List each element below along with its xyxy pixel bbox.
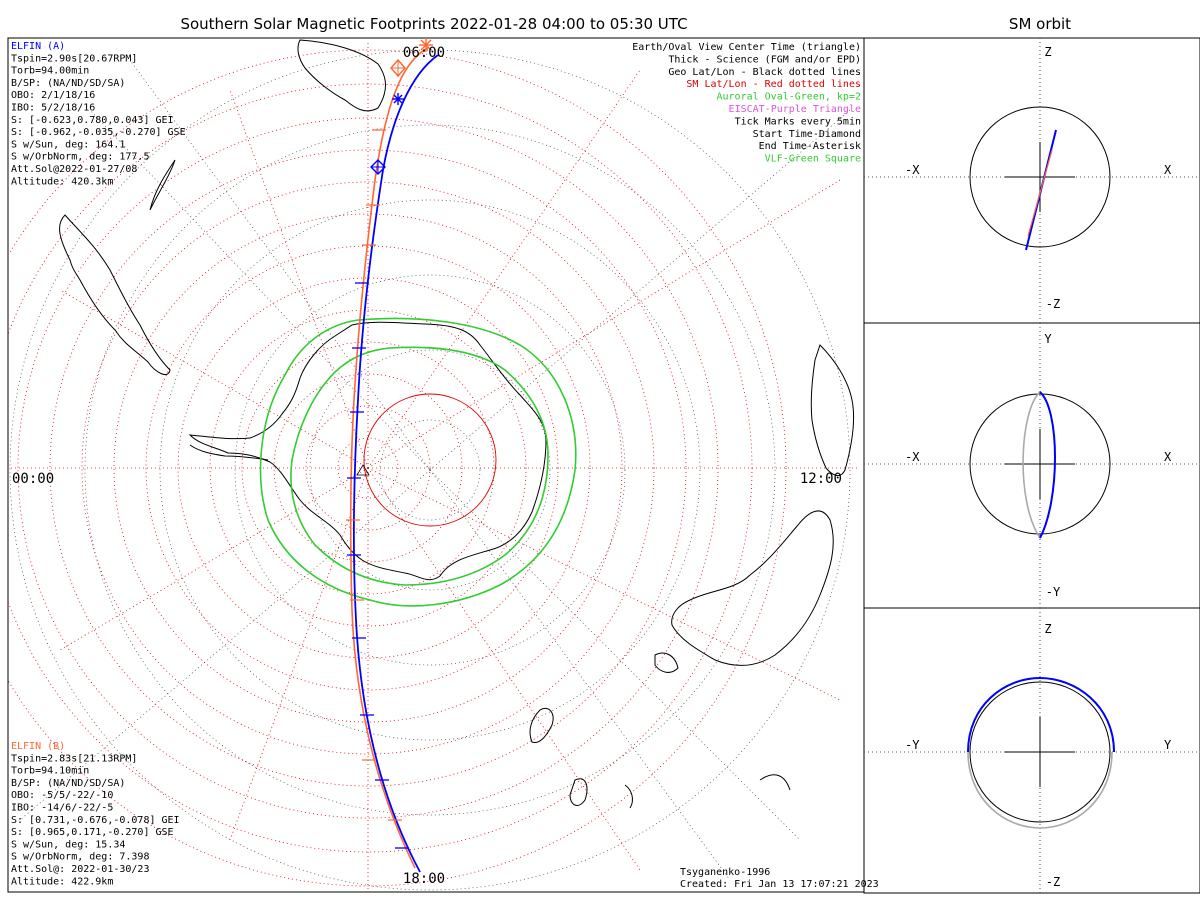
legend: Earth/Oval View Center Time (triangle)Th…	[632, 42, 861, 165]
elfin-a-info-line: OBO: 2/1/18/16	[11, 90, 95, 101]
tasmania-coast	[654, 652, 679, 673]
legend-item: VLF-Green Square	[765, 154, 861, 165]
xz-left: -X	[905, 163, 920, 177]
africa-coast	[297, 39, 386, 112]
elfin-a-start-diamond	[370, 159, 386, 175]
legend-item: Geo Lat/Lon - Black dotted lines	[668, 67, 861, 78]
xy-left: -X	[905, 450, 920, 464]
auroral-oval-inner	[290, 346, 549, 586]
sm-grid	[8, 40, 860, 890]
new-zealand-coast	[529, 707, 554, 744]
map-label-right: 12:00	[800, 471, 842, 487]
elfin-b-info-line: IBO: -14/6/-22/-5	[11, 803, 113, 814]
map-label-left: 00:00	[12, 471, 54, 487]
xz-top: Z	[1044, 45, 1051, 59]
elfin-b-ticks	[346, 129, 402, 821]
elfin-b-info-line: S w/Sun, deg: 15.34	[11, 839, 125, 850]
xy-bottom: -Y	[1046, 585, 1061, 599]
islands-east	[624, 784, 633, 809]
elfin-a-info-line: Torb=94.00min	[11, 66, 89, 77]
elfin-a-track	[352, 54, 439, 873]
legend-item: Thick - Science (FGM and/or EPD)	[668, 54, 861, 65]
orbit-panel-frame-xy	[863, 322, 1200, 609]
elfin-b-end-asterisk	[419, 38, 433, 52]
orbit-panel-yz: Z -Z -Y Y	[864, 608, 1200, 893]
elfin-a-info-line: S: [-0.623,0.780,0.043] GEI	[11, 115, 174, 126]
elfin-a-info-line: S w/OrbNorm, deg: 177.5	[11, 152, 149, 163]
elfin-b-info-line: S: [0.965,0.171,-0.270] GSE	[11, 827, 174, 838]
elfin-b-info-line: Altitude: 422.9km	[11, 876, 113, 887]
orbit-title: SM orbit	[1009, 15, 1071, 33]
map-label-top: 06:00	[403, 45, 445, 61]
orbit-panel-xz: Z -Z -X X	[864, 38, 1200, 323]
elfin-b-info-line: OBO: -5/5/-22/-10	[11, 790, 113, 801]
coast-fragment-1	[759, 774, 791, 791]
map-title: Southern Solar Magnetic Footprints 2022-…	[180, 15, 687, 33]
legend-item: SM Lat/Lon - Red dotted lines	[686, 79, 861, 90]
elfin-a-info-line: S w/Sun, deg: 164.1	[11, 139, 125, 150]
orbit-panel-frame-yz	[863, 607, 1200, 894]
elfin-b-info-line: Torb=94.10min	[11, 766, 89, 777]
yz-top: Z	[1044, 622, 1051, 636]
legend-item: EISCAT-Purple Triangle	[729, 104, 861, 115]
sm-pole-circle	[363, 393, 497, 527]
map-plot	[8, 38, 860, 891]
elfin-b-start-diamond	[390, 58, 406, 78]
legend-item: End Time-Asterisk	[759, 141, 861, 152]
geo-grid	[9, 49, 851, 891]
orbit-panels: Z -Z -X X Y -Y -X X Z	[863, 37, 1200, 894]
elfin-b-info-line: Tspin=2.83s[21.13RPM]	[11, 753, 137, 764]
elfin-b-info: ELFIN (B) Tspin=2.83s[21.13RPM] Torb=94.1…	[11, 741, 180, 887]
legend-item: Tick Marks every 5min	[735, 116, 861, 127]
legend-item: Auroral Oval-Green, kp=2	[717, 92, 862, 103]
elfin-a-info-line: Att.Sol@2022-01-27/08	[11, 164, 137, 175]
yz-right: Y	[1164, 738, 1172, 752]
legend-item: Start Time-Diamond	[753, 129, 861, 140]
yz-bottom: -Z	[1046, 875, 1060, 889]
antarctica-coast	[188, 321, 547, 581]
orbit-panel-xy: Y -Y -X X	[864, 323, 1200, 608]
xy-right: X	[1164, 450, 1172, 464]
elfin-a-info-line: IBO: 5/2/18/16	[11, 103, 95, 114]
map-label-bottom: 18:00	[403, 871, 445, 887]
elfin-a-info: ELFIN (A) Tspin=2.90s[20.67RPM] Torb=94.0…	[11, 41, 186, 187]
xy-top: Y	[1044, 332, 1052, 346]
elfin-a-info-line: Tspin=2.90s[20.67RPM]	[11, 53, 137, 64]
auroral-oval-outer	[259, 317, 577, 607]
credit-created: Created: Fri Jan 13 17:07:21 2023	[680, 879, 879, 890]
elfin-b-track	[349, 47, 429, 869]
legend-item: Earth/Oval View Center Time (triangle)	[632, 42, 861, 53]
australia-coast	[810, 344, 855, 477]
new-zealand-north	[569, 778, 588, 806]
south-america-tip	[149, 159, 176, 211]
view-center-triangle	[356, 464, 370, 476]
elfin-b-info-line: Att.Sol@: 2022-01-30/23	[11, 864, 149, 875]
elfin-a-end-asterisk	[392, 93, 404, 105]
elfin-b-info-line: B/SP: (NA/ND/SD/SA)	[11, 778, 125, 789]
elfin-a-name: ELFIN (A)	[11, 41, 65, 52]
south-america-coast	[59, 214, 171, 375]
elfin-b-info-line: S w/OrbNorm, deg: 7.398	[11, 852, 149, 863]
australia-south	[671, 510, 834, 666]
xz-bottom: -Z	[1046, 297, 1060, 311]
credit-model: Tsyganenko-1996	[680, 867, 770, 878]
coastlines	[59, 39, 855, 809]
yz-left: -Y	[905, 738, 920, 752]
elfin-b-info-line: S: [0.731,-0.676,-0.078] GEI	[11, 815, 180, 826]
elfin-b-name: ELFIN (B)	[11, 741, 65, 752]
elfin-a-info-line: S: [-0.962,-0.035,-0.270] GSE	[11, 127, 186, 138]
orbit-panel-frame-xz	[863, 37, 1200, 324]
auroral-ovals	[259, 317, 577, 607]
elfin-a-info-line: B/SP: (NA/ND/SD/SA)	[11, 78, 125, 89]
peninsula-coast	[189, 444, 269, 461]
xz-right: X	[1164, 163, 1172, 177]
elfin-a-info-line: Altitude: 420.3km	[11, 176, 113, 187]
elfin-a-ticks	[347, 282, 409, 849]
